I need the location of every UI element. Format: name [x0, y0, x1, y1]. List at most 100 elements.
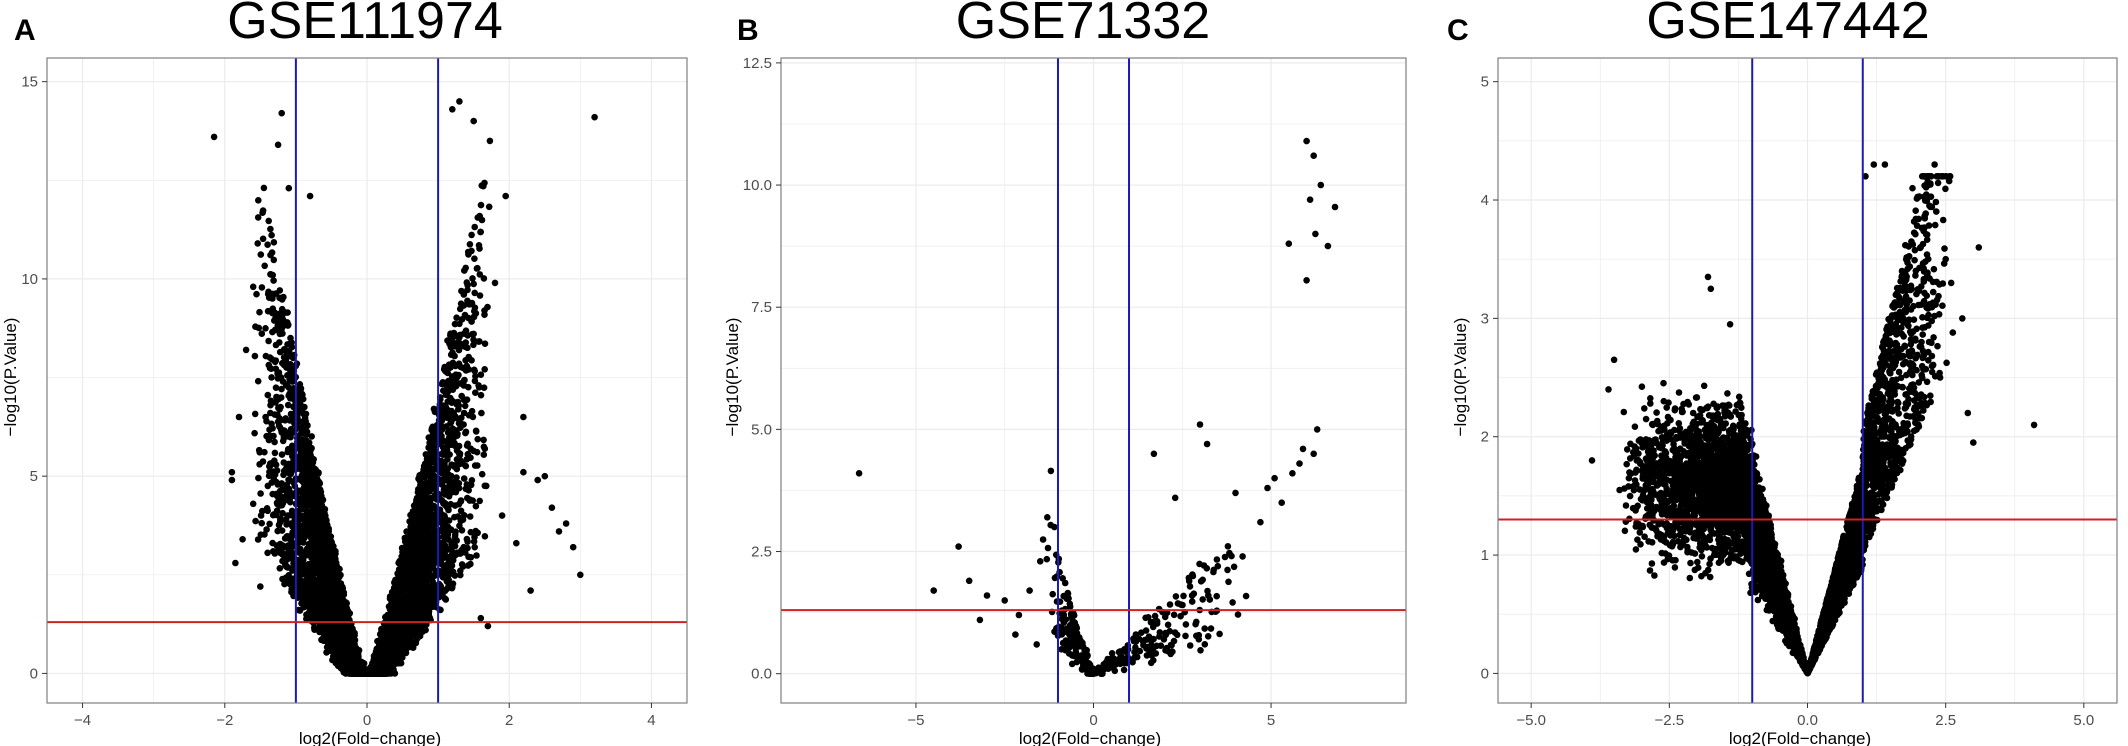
data-point [457, 300, 465, 308]
data-point [254, 240, 261, 247]
data-point [433, 555, 441, 562]
data-point [264, 391, 272, 399]
data-point [287, 494, 294, 501]
data-point [254, 536, 262, 543]
data-point [481, 445, 489, 453]
data-point [460, 475, 468, 482]
data-point [253, 290, 260, 298]
data-point [478, 216, 486, 224]
data-point [266, 520, 273, 528]
data-point [456, 522, 463, 530]
data-point [257, 251, 265, 258]
data-point [470, 280, 478, 288]
data-point [478, 409, 485, 417]
data-point [461, 267, 468, 274]
data-point [458, 414, 465, 422]
data-point [477, 228, 485, 236]
data-point [466, 241, 474, 248]
data-point [456, 320, 463, 328]
data-point [463, 396, 471, 404]
data-point [472, 389, 479, 397]
data-point [275, 544, 282, 551]
data-point [447, 544, 455, 551]
data-point [277, 518, 285, 525]
data-point [272, 357, 280, 364]
data-point [444, 429, 452, 436]
data-point [265, 217, 273, 225]
data-point [265, 337, 272, 345]
data-point [284, 401, 292, 409]
data-point [442, 403, 450, 411]
data-point [282, 309, 289, 316]
data-point [454, 549, 461, 556]
data-point [279, 359, 286, 367]
data-point [452, 528, 459, 535]
data-point [264, 507, 272, 515]
data-point [298, 590, 305, 598]
data-point [464, 281, 471, 289]
data-point [471, 304, 479, 312]
data-point [448, 399, 456, 407]
data-point [264, 549, 271, 557]
data-point [259, 235, 267, 243]
data-point [271, 449, 279, 457]
data-point [465, 353, 473, 361]
data-point [465, 251, 472, 258]
data-point [275, 317, 282, 325]
data-point [471, 223, 479, 231]
data-point [476, 497, 484, 505]
data-point [417, 481, 425, 488]
data-point [472, 502, 480, 510]
data-point [270, 476, 278, 483]
data-point [252, 517, 259, 525]
data-point [461, 376, 468, 384]
data-point [262, 325, 269, 332]
data-point [425, 444, 433, 452]
data-point [470, 341, 477, 349]
data-point [288, 548, 296, 556]
data-point [441, 595, 449, 602]
data-point [254, 197, 262, 204]
data-point [262, 413, 269, 421]
data-point [276, 339, 283, 346]
data-point [469, 275, 476, 282]
data-point [476, 292, 484, 299]
data-point [271, 438, 278, 446]
data-point [441, 533, 449, 540]
data-point [287, 334, 294, 342]
data-point [431, 529, 439, 536]
panel-a-points [210, 98, 598, 677]
data-point [470, 447, 477, 455]
data-point [254, 377, 262, 385]
data-point [308, 444, 315, 452]
data-point [473, 552, 480, 559]
data-point [264, 241, 271, 248]
data-point [455, 480, 463, 487]
data-point [258, 519, 266, 527]
data-point [444, 383, 451, 391]
data-point [484, 303, 491, 311]
data-point [415, 591, 422, 598]
data-point [471, 543, 479, 551]
data-point [267, 401, 274, 409]
data-point [275, 404, 282, 412]
data-point [477, 201, 485, 209]
data-point [480, 384, 488, 392]
data-point [265, 361, 273, 369]
data-point [464, 494, 471, 502]
data-point [455, 461, 463, 468]
data-point [278, 451, 286, 458]
data-point [478, 470, 486, 478]
data-point [282, 486, 289, 494]
data-point [265, 433, 272, 440]
data-point [313, 498, 321, 506]
data-point [285, 477, 293, 485]
data-point [259, 209, 266, 216]
data-point [445, 377, 452, 385]
data-point [301, 534, 308, 542]
data-point [308, 433, 316, 440]
data-point [476, 338, 483, 345]
data-point [459, 563, 467, 570]
